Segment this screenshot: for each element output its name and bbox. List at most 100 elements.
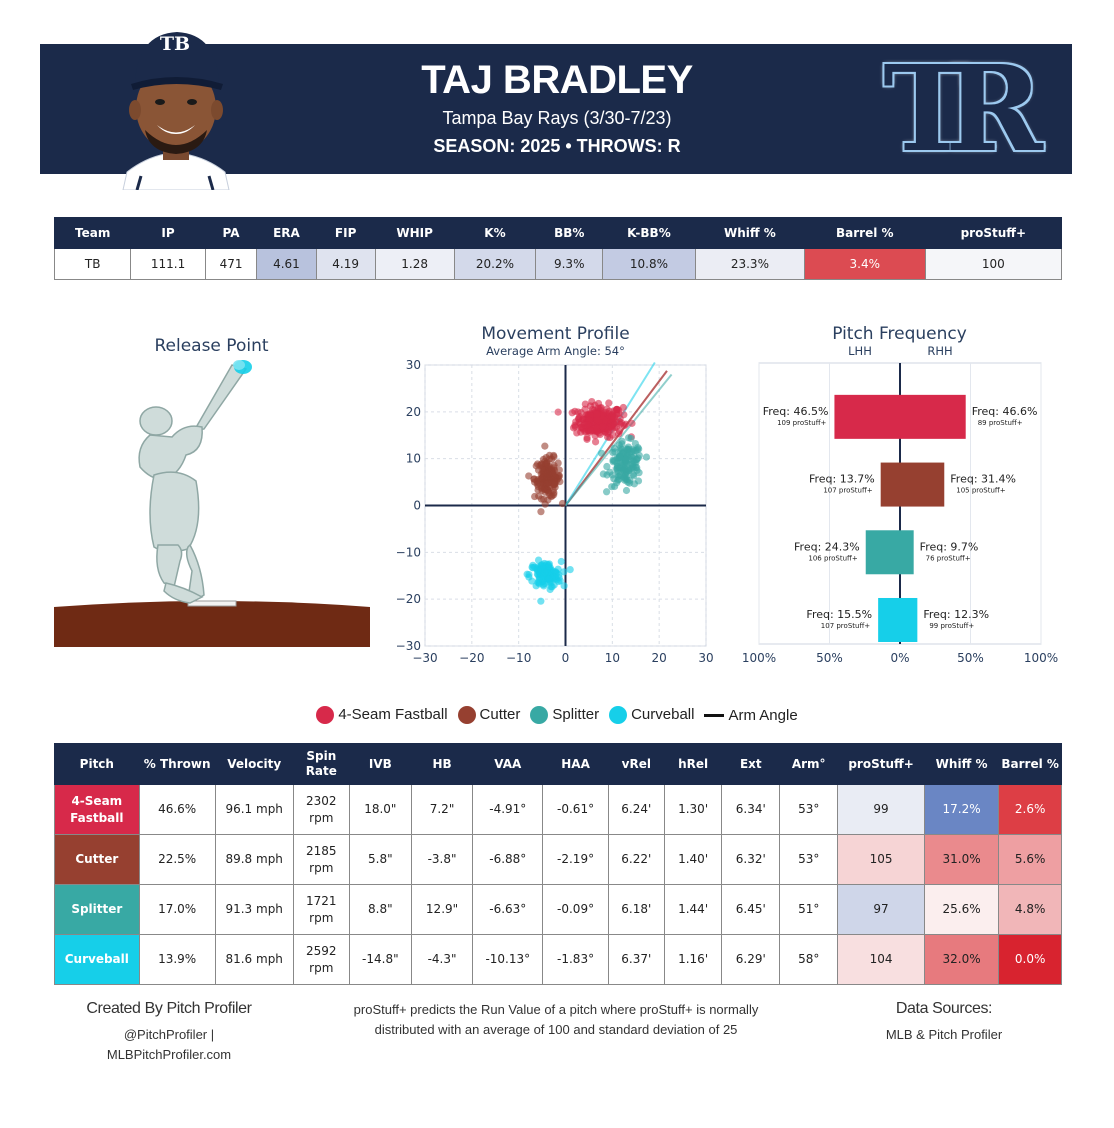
frequency-title: Pitch Frequency xyxy=(832,324,967,344)
pitch-thrown-cell: 22.5% xyxy=(138,834,216,885)
movement-point xyxy=(566,565,574,574)
movement-point xyxy=(537,508,545,516)
movement-point xyxy=(538,474,546,482)
movement-point xyxy=(617,464,625,472)
pitch-header-row: Pitch% Thrown Velocity Spin Rate IVB HB VAA HAA… xyxy=(54,743,1062,785)
pitch-vrel-cell: 6.37' xyxy=(607,934,665,985)
movement-subtitle: Average Arm Angle: 54° xyxy=(486,344,625,358)
movement-point xyxy=(621,472,629,480)
stat-value-cell: 100 xyxy=(924,248,1063,280)
frequency-bar-rhh xyxy=(900,530,914,575)
movement-point xyxy=(560,582,568,590)
stat-value-cell: 10.8% xyxy=(602,248,696,280)
movement-x-tick: −30 xyxy=(412,651,437,665)
stat-value-cell: 23.3% xyxy=(694,248,806,280)
movement-point xyxy=(624,443,633,451)
pitch-hb-cell: 12.9" xyxy=(410,884,474,935)
created-by: Created By Pitch Profiler xyxy=(86,1000,252,1017)
data-sources: MLB & Pitch Profiler xyxy=(885,1027,1003,1042)
team-logo: TR xyxy=(883,39,1043,178)
pitch-velocity-cell: 81.6 mph xyxy=(214,934,294,985)
legend-item: Splitter xyxy=(530,706,600,725)
movement-point xyxy=(608,412,616,420)
movement-point xyxy=(571,423,579,431)
movement-point xyxy=(631,439,640,448)
movement-point xyxy=(605,399,613,407)
pitch-header-cell: hRel xyxy=(663,743,723,785)
season-stat-table: Team IP PA ERA FIP WHIP K% BB% K-BB% Whiff % Barre… xyxy=(53,217,1063,280)
movement-point xyxy=(611,448,619,456)
pitch-header-cell: Barrel % xyxy=(998,743,1062,785)
stat-header-cell: IP xyxy=(130,217,206,249)
movement-point xyxy=(599,422,607,431)
pitch-header-cell: Velocity xyxy=(214,743,294,785)
pitch-vrel-cell: 6.24' xyxy=(607,784,665,835)
pitch-prostuff-cell: 104 xyxy=(837,934,925,985)
lhh-label: LHH xyxy=(848,344,872,358)
frequency-x-tick: 100% xyxy=(742,651,776,665)
stat-header-cell: K% xyxy=(453,217,537,249)
movement-point xyxy=(542,453,550,462)
pitch-ext-cell: 6.34' xyxy=(721,784,781,835)
pitch-arm-cell: 53° xyxy=(779,834,839,885)
frequency-prostuff-lhh: 106 proStuff+ xyxy=(808,554,857,562)
movement-point xyxy=(541,500,549,508)
frequency-prostuff-rhh: 76 proStuff+ xyxy=(926,554,971,562)
pitch-haa-cell: -2.19° xyxy=(542,834,609,885)
pitch-row: 4-Seam Fastball 46.6% 96.1 mph 2302 rpm 18.0"… xyxy=(54,784,1062,835)
spin-value: 2185 xyxy=(306,843,337,858)
stat-header-cell: Team xyxy=(53,217,132,249)
spin-value: 2302 xyxy=(306,793,337,808)
stat-value-cell: 1.28 xyxy=(374,248,455,280)
frequency-bar-lhh xyxy=(834,394,900,439)
pitch-hb-cell: -4.3" xyxy=(410,934,474,985)
pitch-header-cell: Arm° xyxy=(779,743,839,785)
pitch-vaa-cell: -6.88° xyxy=(472,834,544,885)
movement-point xyxy=(593,415,601,424)
player-season: SEASON: 2025 • THROWS: R xyxy=(433,136,681,156)
stat-value-cell: 3.4% xyxy=(804,248,926,280)
movement-point xyxy=(610,457,619,465)
legend-label: 4-Seam Fastball xyxy=(338,706,448,724)
pitch-row: Splitter 17.0% 91.3 mph 1721 rpm 8.8" 12.9" -6.… xyxy=(54,884,1062,935)
pitch-barrel-cell: 2.6% xyxy=(998,784,1062,835)
frequency-bar-lhh xyxy=(878,597,900,642)
movement-title: Movement Profile xyxy=(481,324,630,344)
pitch-row: Cutter 22.5% 89.8 mph 2185 rpm 5.8" -3.8" -6.88… xyxy=(54,834,1062,885)
movement-point xyxy=(558,499,567,508)
footer-handle: @PitchProfiler | xyxy=(123,1027,215,1042)
legend-swatch xyxy=(530,706,549,725)
player-team: Tampa Bay Rays (3/30-7/23) xyxy=(442,108,672,128)
pitch-header-cell: % Thrown xyxy=(138,743,216,785)
pitch-haa-cell: -0.09° xyxy=(542,884,609,935)
frequency-x-tick: 50% xyxy=(816,651,843,665)
movement-point xyxy=(593,410,601,418)
frequency-label-rhh: Freq: 12.3% xyxy=(923,608,989,621)
frequency-prostuff-rhh: 99 proStuff+ xyxy=(929,622,974,630)
pitch-spin-cell: 1721 rpm xyxy=(292,884,350,935)
movement-point xyxy=(531,492,539,501)
spin-unit: rpm xyxy=(309,810,334,825)
pitch-whiff-cell: 32.0% xyxy=(923,934,1000,985)
movement-point xyxy=(633,466,641,474)
movement-point xyxy=(535,576,543,584)
movement-point xyxy=(581,400,589,408)
pitch-header-cell: Pitch xyxy=(54,743,140,785)
frequency-prostuff-lhh: 107 proStuff+ xyxy=(821,622,870,630)
pitch-hrel-cell: 1.40' xyxy=(663,834,723,885)
pitch-legend: 4-Seam Fastball Cutter Splitter Curveball Ar… xyxy=(0,706,1114,725)
movement-x-tick: 10 xyxy=(605,651,620,665)
pitch-vrel-cell: 6.18' xyxy=(607,884,665,935)
stat-value-cell: 4.61 xyxy=(256,248,317,280)
legend-label: Cutter xyxy=(479,706,521,724)
pitch-whiff-cell: 17.2% xyxy=(923,784,1000,835)
spin-unit: rpm xyxy=(309,960,334,975)
movement-x-tick: 0 xyxy=(562,651,570,665)
pitch-ivb-cell: 18.0" xyxy=(348,784,412,835)
pitch-header-cell: HAA xyxy=(542,743,609,785)
pitch-spin-cell: 2302 rpm xyxy=(292,784,350,835)
movement-point xyxy=(550,491,558,499)
pitch-vaa-cell: -10.13° xyxy=(472,934,544,985)
legend-label: Splitter xyxy=(552,706,600,724)
frequency-chart: 100% 50% 0% 50% 100% Freq: 46.5%109 proStuff+… xyxy=(742,362,1058,665)
